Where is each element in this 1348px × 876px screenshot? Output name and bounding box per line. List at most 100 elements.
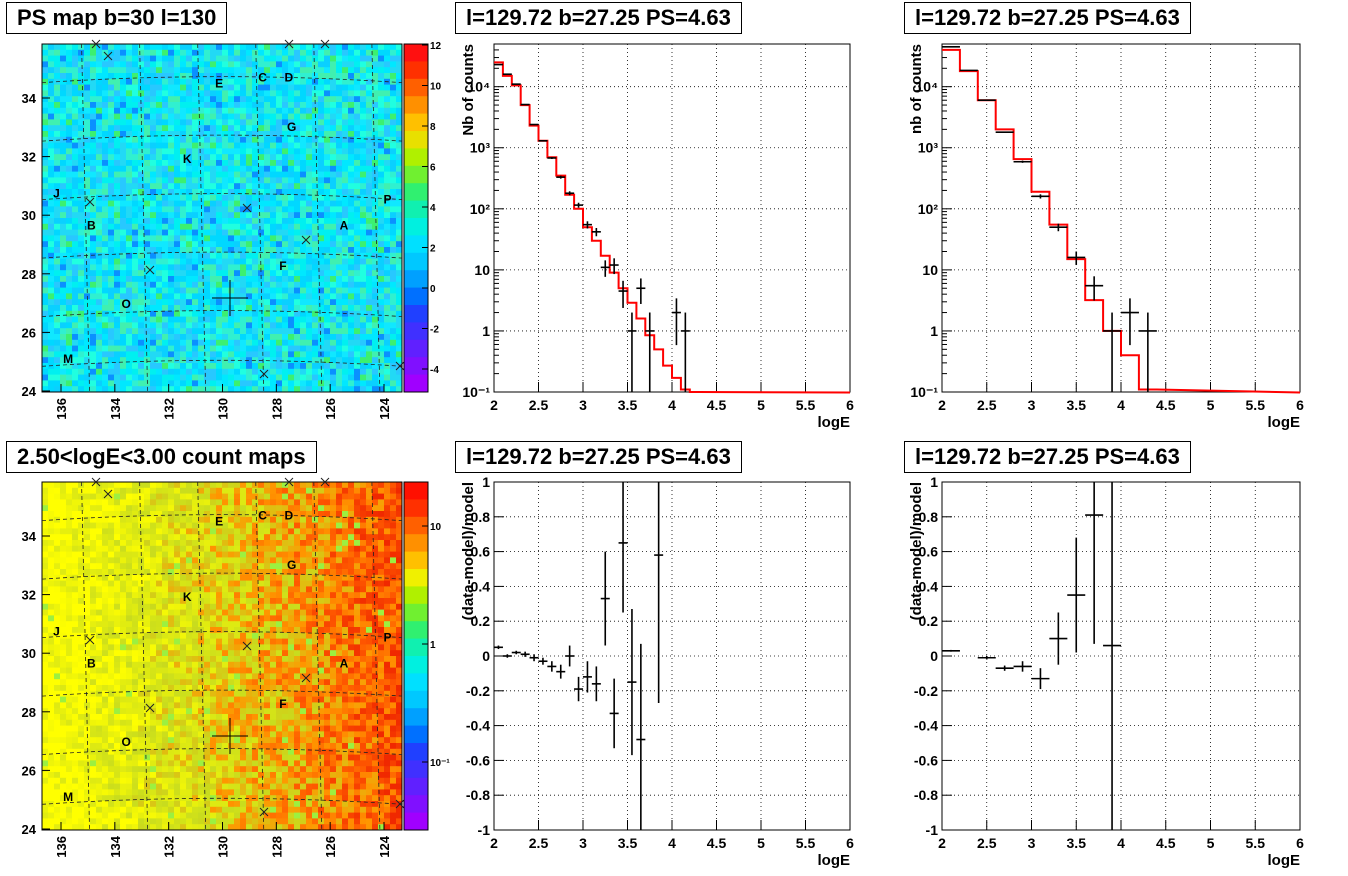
y-tick-label: 0.2 (471, 613, 491, 629)
x-tick-label: 126 (323, 398, 338, 420)
color-bar-step (404, 743, 428, 761)
data-point (600, 260, 610, 277)
x-tick-label: 2 (938, 835, 946, 851)
color-bar-step (404, 165, 428, 184)
y-tick-label: 0 (930, 648, 938, 664)
data-point (977, 656, 996, 660)
data-point (1031, 194, 1050, 199)
x-tick-label: 128 (269, 836, 284, 858)
color-bar-tick-label: 1 (430, 640, 436, 651)
data-point (547, 661, 557, 672)
source-label: G (287, 120, 296, 134)
data-point (654, 482, 664, 703)
y-tick-label: 30 (22, 208, 36, 223)
y-axis-label: nb of counts (908, 44, 925, 134)
y-tick-label: 1 (930, 323, 938, 339)
source-cross (85, 197, 95, 207)
data-point (995, 665, 1014, 671)
y-tick-label: 0.2 (919, 613, 939, 629)
source-cross (91, 39, 101, 49)
color-bar: 12 10 8 6 4 2 0 -2 -4 (403, 41, 442, 393)
data-point (1138, 312, 1157, 392)
x-tick-label: 4.5 (707, 835, 727, 851)
plot-frame (941, 481, 1301, 831)
data-point (1049, 612, 1068, 665)
data-point (627, 312, 637, 392)
source-label: B (87, 219, 96, 233)
color-bar-tick-label: 10 (430, 522, 442, 533)
x-tick-label: 132 (162, 836, 177, 858)
data-point (618, 280, 628, 308)
color-bar-step (404, 690, 428, 709)
x-tick-label: 5 (757, 397, 765, 413)
x-tick-label: 6 (846, 397, 854, 413)
res_right-plot: 2 2.5 3 3.5 4 4.5 5 5.5 6 -1 -0.8 -0.6 -0.4 -0.2 0 0.2 0… (908, 474, 1304, 869)
x-tick-label: 3 (1028, 397, 1036, 413)
color-bar-step (404, 78, 428, 97)
x-tick-label: 5 (757, 835, 765, 851)
x-tick-label: 3 (1028, 835, 1036, 851)
x-tick-label: 2.5 (977, 397, 997, 413)
map-pixels (42, 44, 403, 393)
color-bar-step (404, 812, 428, 831)
source-cross (320, 477, 330, 487)
x-tick-label: 2 (490, 397, 498, 413)
y-tick-label: 0.8 (919, 509, 939, 525)
y-tick-label: 24 (22, 384, 37, 399)
y-axis-label: (data-model)/model (908, 482, 925, 620)
source-label: D (284, 509, 293, 523)
data-point (636, 643, 646, 830)
y-tick-label: 10 (474, 262, 490, 278)
source-label: A (340, 657, 349, 671)
x-tick-label: 136 (54, 398, 69, 420)
best-fit-cross (212, 280, 248, 316)
source-label: E (215, 515, 223, 529)
y-tick-label: 1 (930, 474, 938, 490)
data-point (529, 123, 539, 126)
source-label: C (258, 71, 267, 85)
x-tick-label: 2.5 (529, 835, 549, 851)
color-bar-tick-label: 2 (430, 244, 436, 255)
source-label: K (183, 152, 192, 166)
data-point (977, 99, 996, 102)
color-bar-step (404, 482, 428, 500)
y-tick-label: -1 (478, 822, 491, 838)
color-bar-step (404, 252, 428, 271)
source-label: F (279, 697, 286, 711)
data-point (502, 654, 512, 658)
source-label: O (122, 735, 131, 749)
x-tick-label: 134 (108, 397, 123, 419)
color-bar-tick-label: 10⁻¹ (430, 758, 450, 769)
color-bar-tick-label: -4 (430, 365, 439, 376)
color-bar-step (404, 131, 428, 149)
longitude-line (313, 481, 323, 831)
data-point (1085, 482, 1104, 644)
data-point (591, 228, 601, 237)
x-axis-label: logE (1268, 852, 1301, 869)
longitude-line (313, 43, 323, 393)
x-tick-label: 132 (162, 398, 177, 420)
y-tick-label: 28 (22, 705, 36, 720)
y-tick-label: 0.4 (471, 578, 491, 594)
color-bar-step (404, 113, 428, 132)
x-tick-label: 5 (1207, 835, 1215, 851)
x-tick-label: 5.5 (796, 397, 816, 413)
x-tick-label: 6 (846, 835, 854, 851)
color-bar-step (404, 760, 428, 779)
data-point (618, 482, 628, 613)
source-cross (301, 673, 311, 683)
longitude-line (197, 43, 207, 393)
spec_right-plot: 2 2.5 3 3.5 4 4.5 5 5.5 6 10⁻¹ 1 10 10² 10³ 10⁴ logE nb … (908, 43, 1304, 431)
y-tick-label: 10⁻¹ (910, 384, 938, 400)
color-bar-frame (403, 43, 429, 393)
data-point (1013, 160, 1032, 163)
source-label: D (284, 71, 293, 85)
color-bar-step (404, 218, 428, 236)
x-tick-label: 3.5 (618, 835, 638, 851)
map-top-title: PS map b=30 l=130 (6, 2, 228, 34)
data-point (995, 131, 1014, 133)
color-bar-step (404, 322, 428, 341)
color-bar-step (404, 61, 428, 80)
map_bottom-skymap: 136 134 132 130 128 126 124 34 32 30 28 26 24 E C D G K J P… (22, 477, 450, 858)
